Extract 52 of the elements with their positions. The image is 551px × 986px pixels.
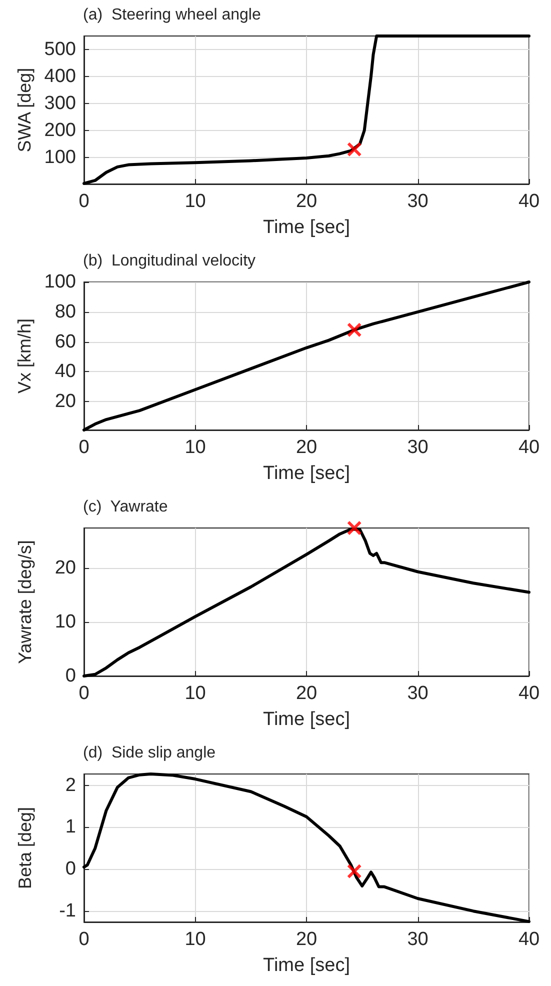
x-tick-label: 30 <box>407 929 428 950</box>
line-series <box>82 280 530 432</box>
x-tick-label: 30 <box>407 437 428 458</box>
x-axis-title: Time [sec] <box>263 955 350 976</box>
chart-title: (a) Steering wheel angle <box>83 6 261 24</box>
x-tick-label: 0 <box>78 683 90 704</box>
y-tick-label: 20 <box>54 557 76 578</box>
y-axis-title: Beta [deg] <box>15 806 35 890</box>
y-tick-label: 80 <box>54 301 76 322</box>
y-tick-label: 1 <box>65 816 76 838</box>
x-tick-label: 10 <box>184 437 206 458</box>
y-tick-label: 20 <box>54 391 76 412</box>
x-tick-label: 0 <box>78 437 90 458</box>
chart-title: (d) Side slip angle <box>83 744 216 762</box>
x-tick-label: 10 <box>184 929 206 950</box>
y-tick-label: 400 <box>44 66 76 87</box>
y-axis-title: Yawrate [deg/s] <box>15 540 35 664</box>
x-tick-label: 20 <box>296 191 318 212</box>
y-tick-label: 40 <box>54 361 76 382</box>
y-tick-label: 2 <box>65 774 76 796</box>
y-tick-label: 10 <box>54 611 76 632</box>
y-tick-label: 100 <box>44 146 76 168</box>
x-tick-label: 40 <box>518 929 540 950</box>
chart-title: (b) Longitudinal velocity <box>83 252 256 270</box>
x-axis-title: Time [sec] <box>263 463 350 484</box>
x-tick-label: 0 <box>78 191 90 212</box>
x-tick-label: 20 <box>296 683 318 704</box>
y-axis-title: Vx [km/h] <box>14 318 34 394</box>
y-tick-label: 100 <box>44 272 76 292</box>
y-tick-label: 300 <box>44 92 76 114</box>
x-tick-label: 10 <box>184 683 206 704</box>
x-tick-label: 20 <box>296 929 318 950</box>
x-tick-label: 0 <box>78 929 90 950</box>
y-tick-label: 0 <box>65 666 76 686</box>
x-axis-title: Time [sec] <box>263 217 350 238</box>
x-tick-label: 10 <box>184 191 206 212</box>
y-tick-label: 200 <box>44 120 76 141</box>
y-tick-label: 60 <box>54 331 76 352</box>
x-tick-label: 40 <box>518 437 540 458</box>
line-series <box>82 34 530 185</box>
x-tick-label: 40 <box>518 191 540 212</box>
line-series <box>82 772 530 924</box>
x-tick-label: 20 <box>296 437 318 458</box>
x-tick-label: 40 <box>518 683 540 704</box>
y-tick-label: 0 <box>65 858 76 880</box>
chart-title: (c) Yawrate <box>83 498 168 516</box>
x-axis-title: Time [sec] <box>263 709 350 730</box>
y-tick-label: -1 <box>59 900 76 922</box>
y-tick-label: 500 <box>44 38 76 60</box>
x-tick-label: 30 <box>407 683 428 704</box>
x-tick-label: 30 <box>407 191 428 212</box>
y-axis-title: SWA [deg] <box>14 68 34 152</box>
